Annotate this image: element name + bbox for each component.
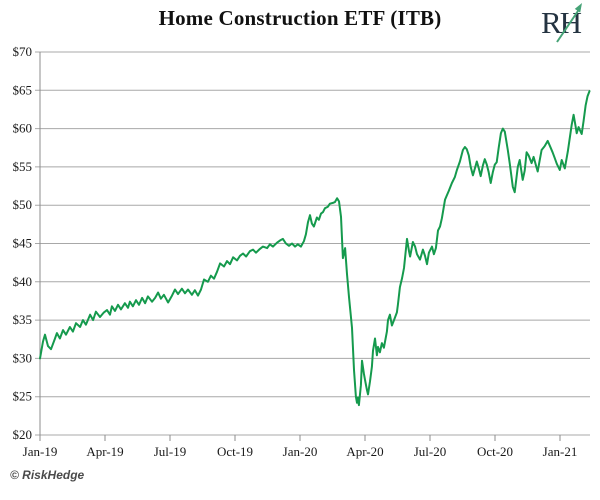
riskhedge-logo: RH (541, 3, 584, 43)
x-axis-label-Oct-20: Oct-20 (477, 444, 513, 459)
y-axis-label-45: $45 (13, 236, 33, 251)
page-title: Home Construction ETF (ITB) (158, 6, 442, 30)
x-axis-label-Jul-19: Jul-19 (154, 444, 187, 459)
y-axis-label-65: $65 (13, 82, 33, 97)
logo-arrow-icon (556, 7, 581, 43)
x-axis-label-Jan-20: Jan-20 (283, 444, 318, 459)
price-line-series (39, 90, 591, 407)
x-axis-label-Jul-20: Jul-20 (414, 444, 447, 459)
y-axis-label-35: $35 (13, 312, 33, 327)
y-axis-label-55: $55 (13, 159, 33, 174)
x-axis-label-Apr-19: Apr-19 (86, 444, 123, 459)
y-axis-label-25: $25 (13, 389, 33, 404)
y-axis-label-40: $40 (13, 274, 33, 289)
y-axis-label-70: $70 (13, 44, 33, 59)
x-axis-label-Apr-20: Apr-20 (346, 444, 383, 459)
x-axis-label-Jan-19: Jan-19 (23, 444, 58, 459)
y-axis-label-30: $30 (13, 350, 33, 365)
x-axis-label-Oct-19: Oct-19 (217, 444, 253, 459)
y-axis-label-60: $60 (13, 121, 33, 136)
logo-arrowhead-icon (574, 3, 582, 13)
x-axis-label-Jan-21: Jan-21 (543, 444, 578, 459)
copyright-notice: © RiskHedge (10, 468, 85, 482)
y-axis-label-20: $20 (13, 427, 33, 442)
y-axis-label-50: $50 (13, 197, 33, 212)
